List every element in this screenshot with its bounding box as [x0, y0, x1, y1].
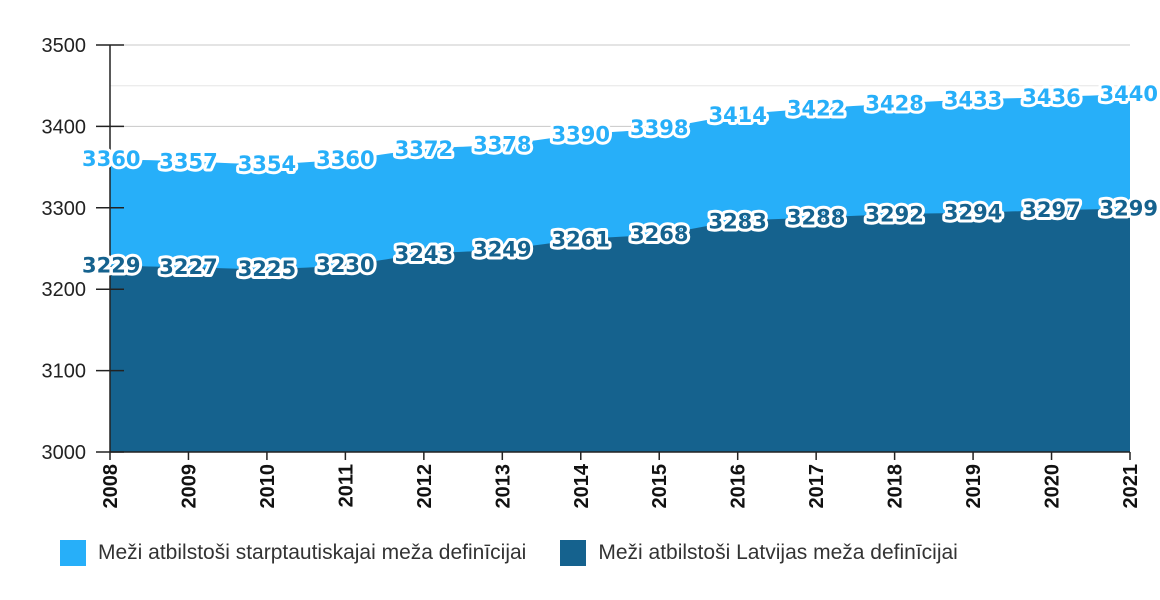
- data-label-1: 3243: [395, 242, 453, 266]
- x-tick-label: 2011: [335, 464, 357, 507]
- x-tick-label: 2021: [1120, 464, 1142, 509]
- x-tick-label: 2020: [1042, 464, 1064, 509]
- legend-item-international[interactable]: Meži atbilstoši starptautiskajai meža de…: [60, 540, 526, 566]
- data-label-1: 3230: [316, 253, 374, 277]
- x-tick-label: 2019: [963, 464, 985, 509]
- legend-label-international: Meži atbilstoši starptautiskajai meža de…: [98, 541, 527, 564]
- data-label-1: 3268: [630, 222, 688, 246]
- data-label-0: 3390: [552, 123, 610, 147]
- data-label-0: 3378: [473, 132, 531, 156]
- x-tick-label: 2014: [571, 463, 593, 508]
- y-tick-label: 3100: [42, 361, 87, 383]
- data-label-1: 3297: [1022, 198, 1080, 222]
- data-label-1: 3249: [473, 237, 531, 261]
- data-label-1: 3227: [159, 255, 217, 279]
- legend-swatch-international: [60, 540, 86, 566]
- x-tick-label: 2013: [492, 464, 514, 509]
- x-tick-label: 2008: [100, 464, 122, 509]
- data-label-1: 3261: [552, 228, 610, 252]
- data-label-0: 3354: [238, 152, 296, 176]
- x-tick-label: 2017: [806, 464, 828, 509]
- axes: [109, 45, 1130, 453]
- y-tick-label: 3200: [42, 279, 87, 301]
- data-label-0: 3414: [708, 103, 766, 127]
- x-axis-ticks: 2008 2009 2010 2011 2012 2013 2014 2015 2016 2017…: [100, 452, 1142, 509]
- data-label-1: 3225: [238, 257, 296, 281]
- x-tick-label: 2012: [414, 464, 436, 509]
- data-label-1: 3288: [787, 206, 845, 230]
- data-label-0: 3398: [630, 116, 688, 140]
- data-label-0: 3440: [1100, 82, 1158, 106]
- x-tick-label: 2015: [649, 464, 671, 509]
- data-label-1: 3292: [865, 202, 923, 226]
- data-label-0: 3422: [787, 96, 845, 120]
- data-label-0: 3372: [395, 137, 453, 161]
- y-tick-label: 3400: [42, 116, 87, 138]
- x-tick-label: 2010: [257, 464, 279, 509]
- data-label-1: 3299: [1100, 197, 1158, 221]
- data-labels: 3360 3357 3354 3360 3372 3378 3390 3398 3414 3422…: [79, 79, 1160, 284]
- data-label-0: 3360: [316, 147, 374, 171]
- legend: Meži atbilstoši starptautiskajai meža de…: [60, 540, 958, 566]
- data-label-1: 3294: [944, 201, 1002, 225]
- data-label-0: 3360: [82, 147, 140, 171]
- x-tick-label: 2016: [728, 464, 750, 509]
- data-label-1: 3229: [82, 254, 140, 278]
- data-label-0: 3433: [944, 88, 1002, 112]
- legend-item-latvia[interactable]: Meži atbilstoši Latvijas meža definīcija…: [560, 540, 958, 566]
- y-tick-label: 3500: [42, 35, 87, 57]
- x-tick-label: 2018: [885, 464, 907, 509]
- area-chart: 3000 3100 3200 3300 3400 3500 2008 2009 2010 201…: [42, 35, 1160, 509]
- legend-label-latvia: Meži atbilstoši Latvijas meža definīcija…: [598, 541, 958, 564]
- series-area-1: [110, 208, 1130, 452]
- legend-swatch-latvia: [560, 540, 587, 566]
- y-axis-ticks: 3000 3100 3200 3300 3400 3500: [42, 35, 124, 464]
- x-tick-label: 2009: [178, 464, 200, 509]
- data-label-1: 3283: [708, 210, 766, 234]
- data-label-0: 3428: [865, 92, 923, 116]
- y-tick-label: 3000: [42, 442, 87, 464]
- series-areas: [110, 93, 1130, 452]
- data-label-0: 3436: [1022, 85, 1080, 109]
- y-tick-label: 3300: [42, 198, 87, 220]
- data-label-0: 3357: [159, 149, 217, 173]
